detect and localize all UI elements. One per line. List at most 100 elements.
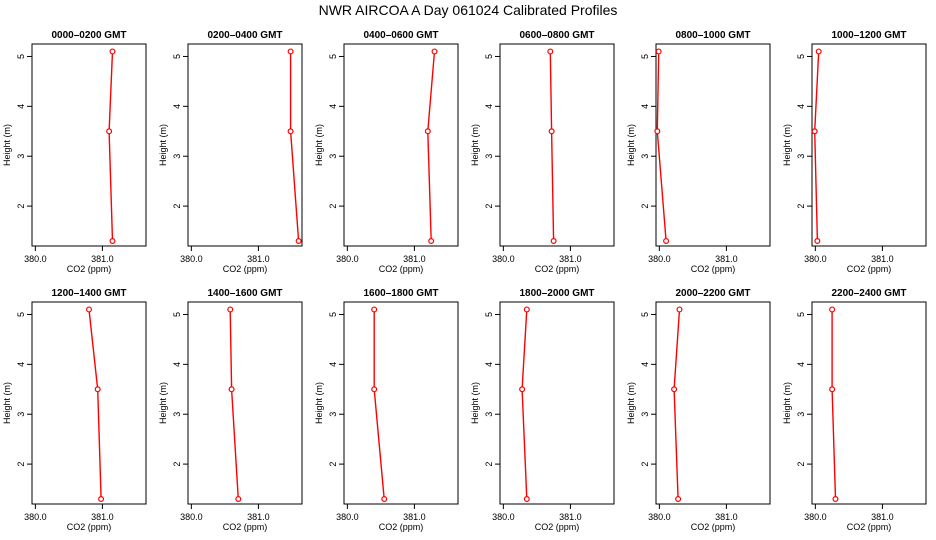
panel-6-data-point xyxy=(815,48,822,55)
panel-1-xlabel: CO2 (ppm) xyxy=(67,264,112,274)
panel-12-data-point xyxy=(829,306,836,313)
panel-8-ytick-label: 4 xyxy=(172,362,182,367)
panel-2-xtick-label: 380.0 xyxy=(180,254,203,264)
panel-8-data-point xyxy=(228,386,235,393)
panel-5-title: 0800–1000 GMT xyxy=(675,30,750,41)
panel-2-title: 0200–0400 GMT xyxy=(207,30,282,41)
panel-3-ylabel: Height (m) xyxy=(314,124,324,166)
panel-8-data-point xyxy=(227,306,234,313)
panel-5-xtick-label: 381.0 xyxy=(715,254,738,264)
panel-9-ytick-label: 2 xyxy=(328,462,338,467)
panel-7-ytick-label: 5 xyxy=(16,312,26,317)
panel-6-data-point xyxy=(814,238,821,245)
panel-3-xtick-label: 381.0 xyxy=(403,254,426,264)
panel-6-ytick-label: 3 xyxy=(796,154,806,159)
panel-2-ytick-label: 5 xyxy=(172,54,182,59)
panel-10-ytick-label: 2 xyxy=(484,462,494,467)
panel-1-frame xyxy=(31,43,147,247)
panel-3-ytick-label: 5 xyxy=(328,54,338,59)
panel-6-ytick-label: 2 xyxy=(796,204,806,209)
panel-4-ylabel: Height (m) xyxy=(470,124,480,166)
panel-9-ytick-label: 4 xyxy=(328,362,338,367)
panel-7-data-point xyxy=(94,386,101,393)
panel-2-xlabel: CO2 (ppm) xyxy=(223,264,268,274)
panel-1-xtick-label: 380.0 xyxy=(24,254,47,264)
panel-9-xtick-label: 380.0 xyxy=(336,512,359,522)
panel-6-title: 1000–1200 GMT xyxy=(831,30,906,41)
panel-4-profile-line xyxy=(549,51,555,242)
panel-5-data-point xyxy=(663,238,670,245)
panel-10-data-point xyxy=(523,496,530,503)
panel-8-xtick-label: 381.0 xyxy=(247,512,270,522)
panel-1-ytick-label: 5 xyxy=(16,54,26,59)
panel-8-title: 1400–1600 GMT xyxy=(207,288,282,299)
panel-7-frame xyxy=(31,301,147,505)
panel-6-profile-line xyxy=(813,51,820,242)
panel-4-data-point xyxy=(547,48,554,55)
panel-8-xtick-label: 380.0 xyxy=(180,512,203,522)
panel-2-data-point xyxy=(287,128,294,135)
panel-11-ytick-label: 2 xyxy=(640,462,650,467)
panel-7-title: 1200–1400 GMT xyxy=(51,288,126,299)
panel-10-data-point xyxy=(523,306,530,313)
panel-2-xtick-label: 381.0 xyxy=(247,254,270,264)
panel-12-frame xyxy=(811,301,927,505)
panel-3-data-point xyxy=(424,128,431,135)
panel-9-frame xyxy=(343,301,459,505)
panel-11-data-point xyxy=(675,496,682,503)
panel-12-data-point xyxy=(832,496,839,503)
panel-4-ytick-label: 5 xyxy=(484,54,494,59)
panel-10-ytick-label: 5 xyxy=(484,312,494,317)
panel-11-data-point xyxy=(676,306,683,313)
panel-9-ytick-label: 5 xyxy=(328,312,338,317)
panel-4-ytick-label: 3 xyxy=(484,154,494,159)
panel-4-xlabel: CO2 (ppm) xyxy=(535,264,580,274)
panel-3-data-point xyxy=(431,48,438,55)
panel-3-data-point xyxy=(428,238,435,245)
panel-4-frame xyxy=(499,43,615,247)
panel-4-data-point xyxy=(550,238,557,245)
panel-6-frame xyxy=(811,43,927,247)
panel-10-ytick-label: 4 xyxy=(484,362,494,367)
panel-8-profile-line xyxy=(229,309,239,500)
panel-1-profile-line xyxy=(108,51,114,242)
panel-11-ytick-label: 5 xyxy=(640,312,650,317)
panel-1-ytick-label: 2 xyxy=(16,204,26,209)
panel-4-xtick-label: 380.0 xyxy=(492,254,515,264)
panel-7-ytick-label: 4 xyxy=(16,362,26,367)
panel-9-title: 1600–1800 GMT xyxy=(363,288,438,299)
panel-6-data-point xyxy=(811,128,818,135)
panel-11-xtick-label: 380.0 xyxy=(648,512,671,522)
panel-4-ytick-label: 4 xyxy=(484,104,494,109)
panel-7-ytick-label: 3 xyxy=(16,412,26,417)
panel-1-xtick-label: 381.0 xyxy=(91,254,114,264)
panel-3-profile-line xyxy=(427,51,436,242)
panel-11-data-point xyxy=(671,386,678,393)
panel-8-data-point xyxy=(235,496,242,503)
panel-9-xtick-label: 381.0 xyxy=(403,512,426,522)
panel-5-ylabel: Height (m) xyxy=(626,124,636,166)
panel-7-profile-line xyxy=(88,309,102,500)
panel-1-data-point xyxy=(109,48,116,55)
panel-10-xtick-label: 380.0 xyxy=(492,512,515,522)
panel-12-ylabel: Height (m) xyxy=(782,382,792,424)
panel-11-frame xyxy=(655,301,771,505)
panel-4-ytick-label: 2 xyxy=(484,204,494,209)
panel-1-data-point xyxy=(109,238,116,245)
panel-1-ylabel: Height (m) xyxy=(2,124,12,166)
panel-2-ytick-label: 4 xyxy=(172,104,182,109)
panel-4-title: 0600–0800 GMT xyxy=(519,30,594,41)
panel-2-ytick-label: 3 xyxy=(172,154,182,159)
panel-11-title: 2000–2200 GMT xyxy=(675,288,750,299)
panel-5-xlabel: CO2 (ppm) xyxy=(691,264,736,274)
panel-12-ytick-label: 4 xyxy=(796,362,806,367)
panel-7-data-point xyxy=(85,306,92,313)
panel-8-ytick-label: 3 xyxy=(172,412,182,417)
panel-6-xtick-label: 380.0 xyxy=(804,254,827,264)
panel-8-xlabel: CO2 (ppm) xyxy=(223,522,268,532)
panel-12-xtick-label: 381.0 xyxy=(871,512,894,522)
panel-10-xtick-label: 381.0 xyxy=(559,512,582,522)
panel-12-ytick-label: 2 xyxy=(796,462,806,467)
panel-9-data-point xyxy=(371,306,378,313)
panel-3-ytick-label: 2 xyxy=(328,204,338,209)
